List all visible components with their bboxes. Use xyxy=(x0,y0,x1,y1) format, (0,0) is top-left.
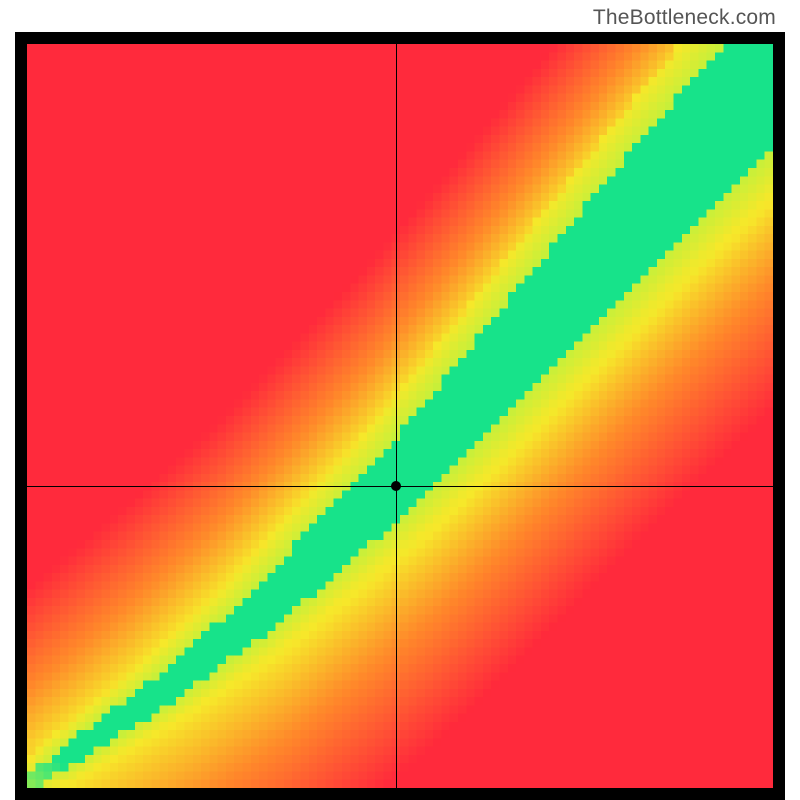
crosshair-vertical xyxy=(396,44,397,788)
bottleneck-heatmap xyxy=(27,44,773,788)
crosshair-marker xyxy=(391,481,401,491)
attribution-label: TheBottleneck.com xyxy=(593,6,776,30)
chart-container: TheBottleneck.com xyxy=(0,0,800,800)
